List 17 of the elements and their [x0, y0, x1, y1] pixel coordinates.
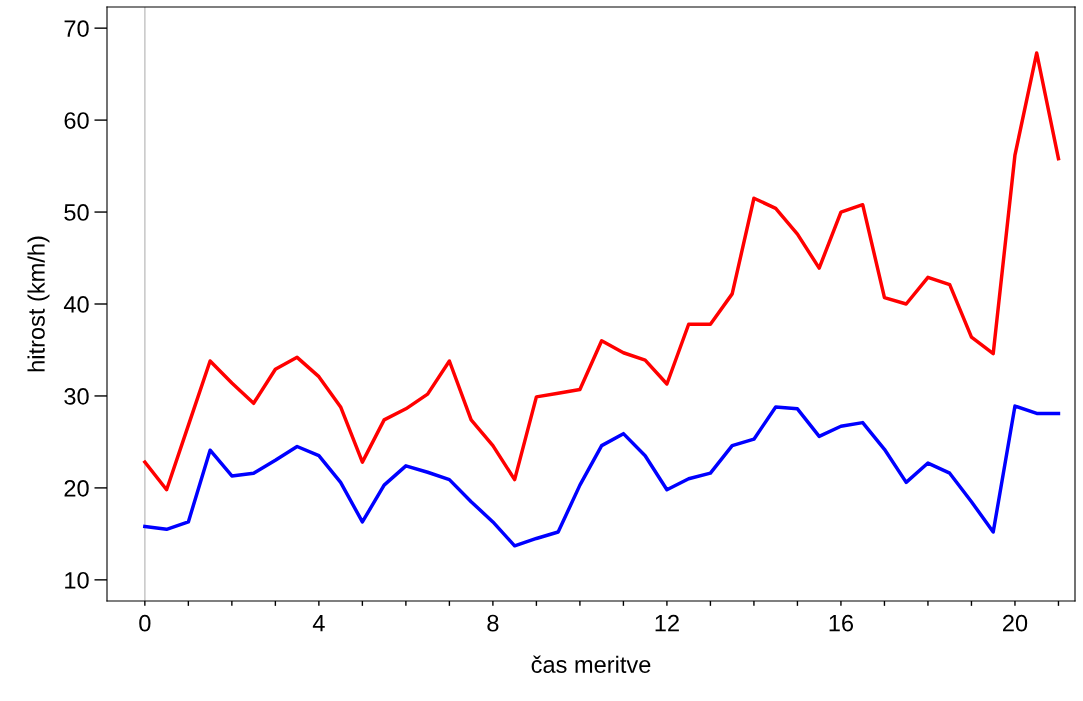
y-tick-label: 70 — [64, 20, 89, 37]
x-tick-label: 16 — [829, 614, 854, 632]
y-tick-label: 10 — [65, 571, 89, 589]
x-tick-label: 12 — [655, 614, 679, 632]
y-axis-title: hitrost (km/h) — [27, 236, 50, 372]
x-tick-label: 4 — [312, 615, 325, 632]
y-tick-label: 30 — [64, 388, 89, 405]
line-series — [143, 404, 1061, 548]
line-series — [143, 51, 1061, 492]
x-tick-label: 8 — [487, 614, 499, 632]
x-tick-label: 0 — [139, 614, 151, 632]
y-tick-label: 20 — [64, 479, 89, 497]
y-tick-label: 50 — [64, 204, 89, 221]
x-tick-label: 20 — [1003, 614, 1028, 632]
y-tick-label: 60 — [64, 112, 89, 129]
y-tick-label: 40 — [63, 296, 89, 313]
x-axis-title: čas meritve — [531, 655, 651, 673]
